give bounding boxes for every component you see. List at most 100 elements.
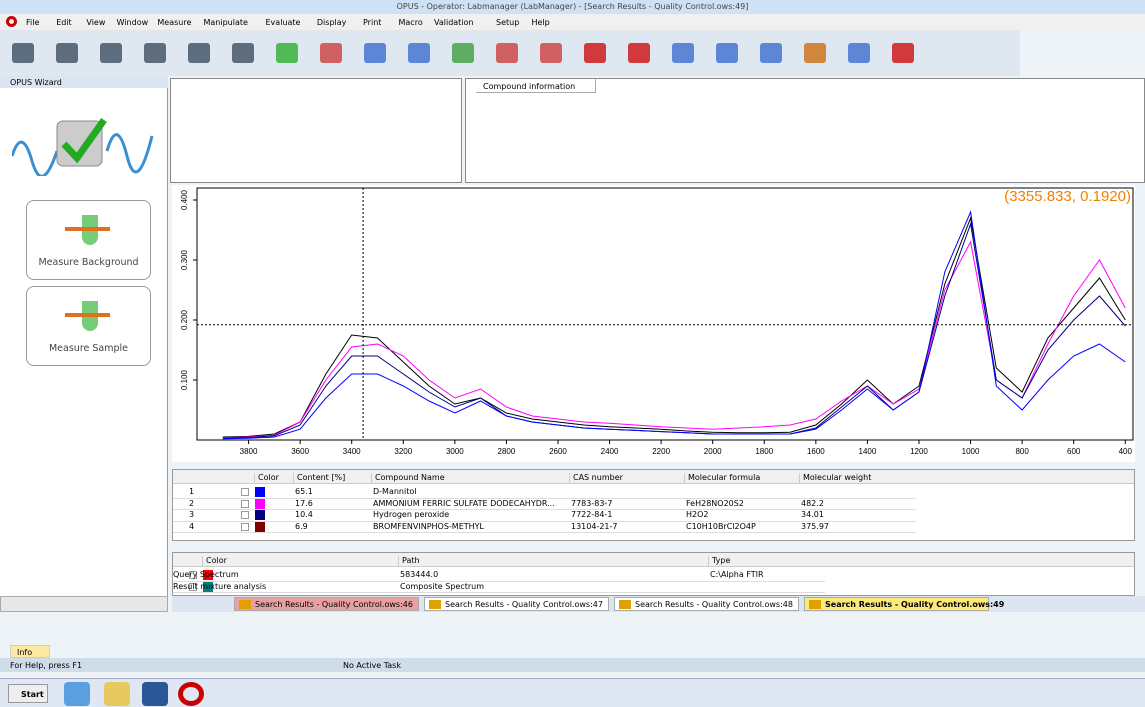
x-tick-label: 2800 — [498, 447, 516, 456]
document-tab[interactable]: Search Results - Quality Control.ows:46 — [234, 597, 419, 611]
cell: Composite Spectrum — [400, 582, 484, 591]
measure-background-button[interactable]: Measure Background — [26, 200, 151, 280]
status-task: No Active Task — [343, 661, 401, 670]
checkbox[interactable] — [241, 523, 249, 531]
app-icon — [6, 16, 17, 27]
toolbar-button[interactable] — [12, 43, 34, 63]
toolbar-button[interactable] — [320, 43, 342, 63]
cell: 375.97 — [801, 522, 829, 531]
info-tab[interactable]: Info — [10, 645, 50, 658]
tab-bar: Search Results - Quality Control.ows:46 S… — [172, 596, 1145, 612]
toolbar-button[interactable] — [56, 43, 78, 63]
x-tick-label: 2400 — [601, 447, 619, 456]
tab-label: Search Results - Quality Control.ows:46 — [255, 600, 413, 609]
document-tab[interactable]: Search Results - Quality Control.ows:47 — [424, 597, 609, 611]
toolbar-button[interactable] — [188, 43, 210, 63]
x-tick-label: 3800 — [240, 447, 258, 456]
cursor-readout: (3355.833, 0.1920) — [1004, 188, 1131, 205]
document-tab[interactable]: Search Results - Quality Control.ows:49 — [804, 597, 989, 611]
toolbar-button[interactable] — [276, 43, 298, 63]
column-header[interactable]: Molecular formula — [684, 473, 760, 484]
toolbar-button[interactable] — [144, 43, 166, 63]
wizard-title: OPUS Wizard — [10, 78, 62, 87]
column-header[interactable]: Compound Name — [371, 473, 445, 484]
toolbar-button[interactable] — [760, 43, 782, 63]
measure-sample-button[interactable]: Measure Sample — [26, 286, 151, 366]
menu-item[interactable]: Manipulate — [204, 18, 248, 27]
menu-item[interactable]: Measure — [157, 18, 191, 27]
results-table: Color Content [%] Compound Name CAS number M… — [172, 469, 1135, 541]
tab-icon — [619, 600, 631, 609]
menu-item[interactable]: View — [86, 18, 105, 27]
cell: 34.01 — [801, 510, 824, 519]
checkbox[interactable] — [241, 511, 249, 519]
cell: AMMONIUM FERRIC SULFATE DODECAHYDR... — [373, 499, 555, 508]
word-icon[interactable] — [142, 682, 168, 706]
opus-icon[interactable] — [178, 682, 204, 706]
column-header[interactable]: Color — [202, 556, 227, 567]
status-bar: For Help, press F1 No Active Task — [0, 658, 1145, 672]
cell: BROMFENVINPHOS-METHYL — [373, 522, 484, 531]
pane-header: Compound information — [483, 82, 575, 91]
toolbar-button[interactable] — [584, 43, 606, 63]
header-row — [173, 553, 1134, 567]
menu-bar: File Edit View Window Measure Manipulate Evalu… — [0, 14, 1145, 30]
toolbar — [0, 30, 1020, 76]
column-header[interactable]: Color — [254, 473, 279, 484]
menu-item[interactable]: Print — [363, 18, 381, 27]
toolbar-button[interactable] — [672, 43, 694, 63]
tab-icon — [429, 600, 441, 609]
toolbar-button[interactable] — [496, 43, 518, 63]
menu-item[interactable]: Help — [532, 18, 550, 27]
toolbar-button[interactable] — [364, 43, 386, 63]
cell: C10H10BrCl2O4P — [686, 522, 756, 531]
toolbar-button[interactable] — [540, 43, 562, 63]
toolbar-button[interactable] — [892, 43, 914, 63]
toolbar-button[interactable] — [848, 43, 870, 63]
menu-item[interactable]: Edit — [56, 18, 72, 27]
menu-item[interactable]: Window — [117, 18, 149, 27]
menu-item[interactable]: File — [26, 18, 39, 27]
tab-label: Search Results - Quality Control.ows:49 — [825, 600, 1004, 609]
cell: 7722-84-1 — [571, 510, 612, 519]
toolbar-button[interactable] — [716, 43, 738, 63]
row-number: 3 — [189, 510, 194, 519]
toolbar-button[interactable] — [232, 43, 254, 63]
explorer-icon[interactable] — [104, 682, 130, 706]
cell: 10.4 — [295, 510, 313, 519]
checkbox[interactable] — [241, 500, 249, 508]
toolbar-button[interactable] — [804, 43, 826, 63]
start-button[interactable]: Start — [8, 684, 48, 703]
document-tab[interactable]: Search Results - Quality Control.ows:48 — [614, 597, 799, 611]
column-header[interactable]: Content [%] — [293, 473, 345, 484]
spectrum-line — [223, 218, 1126, 437]
menu-item[interactable]: Macro — [399, 18, 423, 27]
wizard-logo — [12, 106, 162, 176]
x-tick-label: 3600 — [291, 447, 309, 456]
row-line — [173, 592, 825, 593]
files-table: ColorPathType583444.0C:\Alpha FTIRQuery … — [172, 552, 1135, 596]
toolbar-button[interactable] — [408, 43, 430, 63]
cell: FeH28NO20S2 — [686, 499, 744, 508]
menu-item[interactable]: Display — [317, 18, 347, 27]
cell: 65.1 — [295, 487, 313, 496]
info-tab-label: Info — [17, 648, 32, 657]
column-header[interactable]: Type — [708, 556, 730, 567]
menu-item[interactable]: Validation — [434, 18, 474, 27]
column-header[interactable]: Path — [398, 556, 420, 567]
menu-item[interactable]: Evaluate — [266, 18, 301, 27]
menu-item[interactable]: Setup — [496, 18, 519, 27]
color-swatch — [255, 487, 265, 497]
color-swatch — [255, 510, 265, 520]
column-header[interactable]: CAS number — [569, 473, 623, 484]
ie-icon[interactable] — [64, 682, 90, 706]
x-tick-label: 2600 — [549, 447, 567, 456]
cell: 13104-21-7 — [571, 522, 618, 531]
checkbox[interactable] — [241, 488, 249, 496]
toolbar-button[interactable] — [628, 43, 650, 63]
toolbar-button[interactable] — [100, 43, 122, 63]
column-header[interactable]: Molecular weight — [799, 473, 871, 484]
toolbar-button[interactable] — [452, 43, 474, 63]
x-tick-label: 1000 — [962, 447, 980, 456]
